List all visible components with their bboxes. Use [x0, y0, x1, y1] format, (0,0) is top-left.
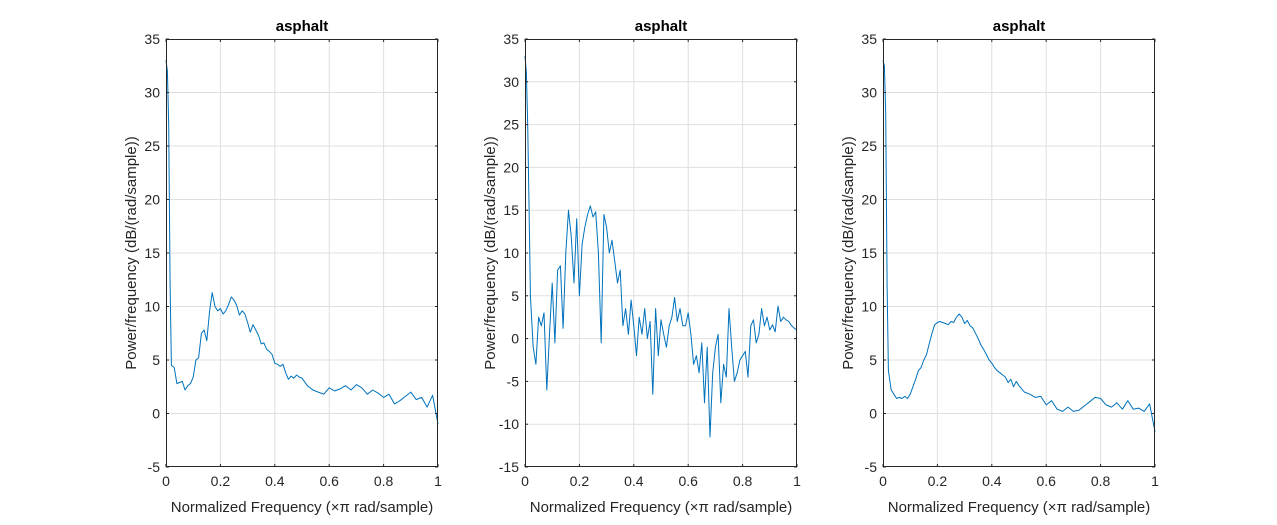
x-tick-label: 0.8	[1091, 473, 1111, 489]
y-tick-label: 25	[503, 117, 519, 133]
y-tick-label: -15	[499, 459, 519, 475]
x-tick-label: 0	[162, 473, 170, 489]
x-tick-label: 0.8	[374, 473, 394, 489]
x-tick-label: 0.6	[678, 473, 698, 489]
y-tick-label: 30	[503, 74, 519, 90]
y-axis-label: Power/frequency (dB/(rad/sample))	[482, 136, 499, 369]
y-tick-label: 20	[503, 159, 519, 175]
x-tick-label: 0	[879, 473, 887, 489]
y-tick-label: 10	[861, 299, 877, 315]
y-tick-label: 15	[861, 245, 877, 261]
y-tick-label: 15	[503, 202, 519, 218]
x-tick-label: 0.4	[982, 473, 1002, 489]
series-line-1	[524, 56, 798, 438]
chart-title: asphalt	[635, 18, 688, 35]
y-tick-label: 20	[144, 192, 160, 208]
y-tick-label: -5	[865, 459, 878, 475]
series-line-1	[882, 60, 1156, 432]
series-line-1	[165, 60, 439, 425]
y-tick-label: 25	[861, 138, 877, 154]
x-axis-label: Normalized Frequency (×π rad/sample)	[888, 499, 1151, 516]
x-axis-label: Normalized Frequency (×π rad/sample)	[530, 499, 793, 516]
y-tick-label: 0	[511, 331, 519, 347]
x-tick-label: 0.2	[570, 473, 590, 489]
chart-3: 0 0.2 0.4 0.6 0.8 1-505101520253035asphaltNor…	[840, 18, 1159, 516]
x-tick-label: 0.4	[624, 473, 644, 489]
x-tick-label: 0.6	[1036, 473, 1056, 489]
y-tick-label: 35	[144, 31, 160, 47]
y-tick-label: 20	[861, 192, 877, 208]
y-tick-label: -5	[507, 373, 520, 389]
y-tick-label: 30	[861, 85, 877, 101]
y-tick-label: 10	[144, 299, 160, 315]
y-tick-label: 0	[869, 406, 877, 422]
x-tick-label: 0.4	[265, 473, 285, 489]
x-axis-label: Normalized Frequency (×π rad/sample)	[171, 499, 434, 516]
chart-1: 0 0.2 0.4 0.6 0.8 1-505101520253035asphaltNor…	[123, 18, 442, 516]
x-tick-label: 0.2	[211, 473, 231, 489]
y-tick-label: 35	[503, 31, 519, 47]
y-tick-label: 5	[511, 288, 519, 304]
x-tick-label: 1	[1151, 473, 1159, 489]
y-tick-label: 30	[144, 85, 160, 101]
x-tick-label: 0.6	[319, 473, 339, 489]
x-tick-label: 0	[521, 473, 529, 489]
x-tick-label: 1	[793, 473, 801, 489]
y-tick-label: 5	[152, 352, 160, 368]
y-tick-label: 35	[861, 31, 877, 47]
chart-2: 0 0.2 0.4 0.6 0.8 1 -15 -10 -5 0 5 10 15 20 25 30 35 asph…	[482, 18, 801, 516]
y-tick-label: 25	[144, 138, 160, 154]
y-tick-label: -10	[499, 416, 519, 432]
y-tick-label: 5	[869, 352, 877, 368]
y-axis-label: Power/frequency (dB/(rad/sample))	[840, 136, 857, 369]
x-tick-label: 0.2	[928, 473, 948, 489]
x-tick-label: 1	[434, 473, 442, 489]
y-tick-label: 0	[152, 406, 160, 422]
chart-title: asphalt	[276, 18, 329, 35]
chart-title: asphalt	[993, 18, 1046, 35]
y-tick-label: 15	[144, 245, 160, 261]
y-tick-label: 10	[503, 245, 519, 261]
x-tick-label: 0.8	[733, 473, 753, 489]
y-axis-label: Power/frequency (dB/(rad/sample))	[123, 136, 140, 369]
y-tick-label: -5	[148, 459, 161, 475]
